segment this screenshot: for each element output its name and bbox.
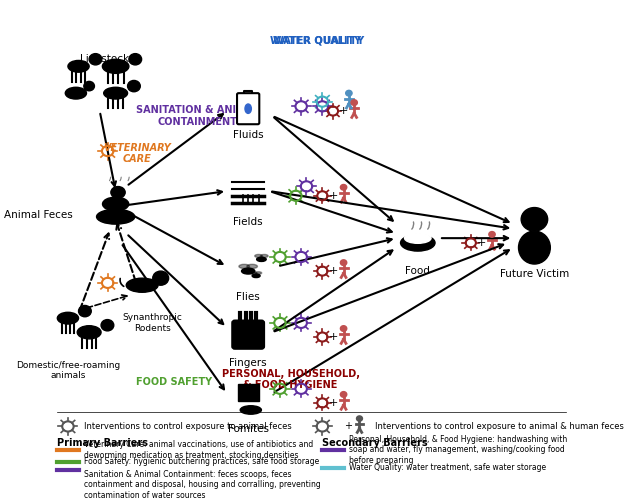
Ellipse shape — [102, 197, 129, 211]
Circle shape — [356, 416, 362, 421]
Text: Fluids: Fluids — [233, 130, 264, 140]
Ellipse shape — [65, 88, 86, 99]
Text: Primary Barriers: Primary Barriers — [58, 438, 148, 448]
Ellipse shape — [97, 209, 135, 224]
Circle shape — [129, 54, 141, 65]
Text: +: + — [339, 106, 348, 116]
Text: Fomites: Fomites — [228, 424, 269, 434]
Text: WATER QUALITY: WATER QUALITY — [273, 35, 361, 45]
Ellipse shape — [126, 278, 158, 292]
Ellipse shape — [250, 272, 257, 274]
Ellipse shape — [404, 233, 431, 243]
Text: PERSONAL, HOUSEHOLD,
& FOOD HYGIENE: PERSONAL, HOUSEHOLD, & FOOD HYGIENE — [221, 369, 360, 390]
Ellipse shape — [111, 187, 125, 198]
Circle shape — [79, 305, 92, 317]
Ellipse shape — [245, 104, 252, 113]
Text: Water Quality: water treatment, safe water storage: Water Quality: water treatment, safe wat… — [349, 463, 546, 472]
Circle shape — [340, 260, 347, 266]
Text: Flies: Flies — [236, 292, 260, 302]
Circle shape — [340, 392, 347, 397]
Text: Food Safety: hygienic butchering practices, safe food storage: Food Safety: hygienic butchering practic… — [84, 457, 319, 466]
Ellipse shape — [77, 326, 101, 339]
Text: Personal, Household, & Food Hygiene: handwashing with
soap and water, fly manage: Personal, Household, & Food Hygiene: han… — [349, 435, 567, 465]
Text: FOOD SAFETY: FOOD SAFETY — [136, 377, 212, 387]
Circle shape — [340, 185, 347, 190]
Text: +: + — [328, 332, 338, 342]
Text: SANITATION & ANIMAL
CONTAINMENT: SANITATION & ANIMAL CONTAINMENT — [136, 105, 259, 127]
Ellipse shape — [401, 234, 435, 251]
Text: Secondary Barriers: Secondary Barriers — [323, 438, 428, 448]
Ellipse shape — [255, 272, 262, 274]
Ellipse shape — [257, 257, 266, 262]
Circle shape — [489, 231, 495, 237]
Circle shape — [84, 81, 95, 91]
Circle shape — [346, 91, 352, 96]
Text: WATER QUALITY: WATER QUALITY — [270, 35, 364, 45]
Text: Synanthropic
Rodents: Synanthropic Rodents — [123, 313, 182, 333]
Ellipse shape — [255, 255, 262, 258]
Text: Livestock: Livestock — [81, 54, 130, 64]
Circle shape — [521, 208, 548, 231]
Text: Future Victim: Future Victim — [500, 269, 569, 279]
Text: Food: Food — [405, 267, 430, 276]
Text: +: + — [328, 398, 338, 408]
FancyBboxPatch shape — [237, 384, 259, 400]
Text: Fingers: Fingers — [229, 358, 267, 368]
Ellipse shape — [260, 255, 268, 258]
Text: VETERINARY
CARE: VETERINARY CARE — [103, 143, 171, 164]
Ellipse shape — [240, 406, 261, 414]
Text: Interventions to control exposure to animal & human feces: Interventions to control exposure to ani… — [376, 422, 624, 431]
Ellipse shape — [239, 265, 250, 269]
Ellipse shape — [247, 265, 257, 269]
Text: Domestic/free-roaming
animals: Domestic/free-roaming animals — [16, 361, 120, 380]
Text: +: + — [344, 422, 351, 432]
Circle shape — [153, 271, 169, 285]
Ellipse shape — [102, 59, 129, 73]
Text: Animal Feces: Animal Feces — [4, 210, 73, 220]
Circle shape — [351, 100, 357, 106]
Ellipse shape — [252, 274, 260, 278]
Text: Interventions to control exposure to animal feces: Interventions to control exposure to ani… — [84, 422, 292, 431]
Ellipse shape — [518, 231, 550, 264]
Text: +: + — [328, 266, 338, 276]
FancyBboxPatch shape — [237, 93, 259, 124]
Ellipse shape — [241, 268, 255, 274]
Ellipse shape — [68, 60, 89, 72]
Circle shape — [340, 326, 347, 331]
Text: Fields: Fields — [234, 217, 263, 227]
FancyBboxPatch shape — [232, 320, 264, 349]
Text: +: + — [477, 238, 486, 248]
Text: Veterinary Care: animal vaccinations, use of antibiotics and
deworming medicatio: Veterinary Care: animal vaccinations, us… — [84, 440, 313, 460]
Text: +: + — [328, 191, 338, 201]
Ellipse shape — [104, 88, 127, 99]
Circle shape — [127, 80, 140, 92]
Ellipse shape — [58, 312, 79, 324]
Text: Sanitation & Animal Containment: feces scoops, feces
containment and disposal, h: Sanitation & Animal Containment: feces s… — [84, 470, 321, 499]
Circle shape — [89, 54, 102, 65]
Circle shape — [101, 319, 114, 331]
